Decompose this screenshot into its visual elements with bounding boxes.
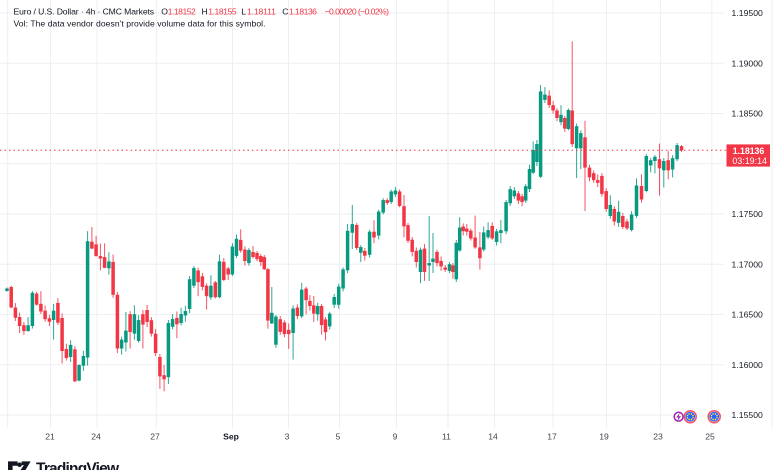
svg-text:Vol: The data vendor doesn't p: Vol: The data vendor doesn't provide vol… (14, 18, 266, 28)
svg-text:O: O (161, 7, 168, 17)
svg-text:H: H (202, 7, 208, 17)
svg-text:1.15500: 1.15500 (732, 410, 764, 420)
svg-text:1.18152: 1.18152 (168, 7, 196, 17)
svg-text:1.16000: 1.16000 (732, 360, 764, 370)
svg-text:14: 14 (488, 432, 498, 442)
svg-text:1.16500: 1.16500 (732, 310, 764, 320)
svg-text:3: 3 (285, 432, 290, 442)
svg-text:TradingView: TradingView (36, 460, 120, 470)
svg-text:21: 21 (45, 432, 55, 442)
svg-text:17: 17 (547, 432, 557, 442)
svg-text:1.17000: 1.17000 (732, 260, 764, 270)
svg-text:1.18155: 1.18155 (208, 7, 237, 17)
svg-text:27: 27 (150, 432, 160, 442)
svg-text:1.18136: 1.18136 (289, 7, 317, 17)
svg-text:23: 23 (653, 432, 663, 442)
svg-text:1.18111: 1.18111 (247, 7, 276, 17)
svg-text:1.18136: 1.18136 (733, 146, 765, 156)
svg-text:Euro / U.S. Dollar · 4h · CMC: Euro / U.S. Dollar · 4h · CMC Markets (14, 7, 155, 17)
svg-text:L: L (241, 7, 246, 17)
svg-text:24: 24 (91, 432, 101, 442)
svg-text:03:19:14: 03:19:14 (732, 156, 767, 166)
svg-text:Sep: Sep (223, 432, 239, 442)
svg-text:5: 5 (336, 432, 341, 442)
svg-text:25: 25 (705, 432, 715, 442)
svg-text:−0.00020 (−0.02%): −0.00020 (−0.02%) (325, 7, 390, 17)
svg-text:11: 11 (442, 432, 451, 442)
svg-text:9: 9 (393, 432, 398, 442)
svg-text:1.19000: 1.19000 (732, 59, 764, 69)
svg-text:C: C (282, 7, 288, 17)
svg-text:1.18500: 1.18500 (732, 109, 764, 119)
svg-text:1.17500: 1.17500 (732, 209, 764, 219)
svg-text:1.19500: 1.19500 (732, 8, 764, 18)
svg-text:19: 19 (599, 432, 609, 442)
